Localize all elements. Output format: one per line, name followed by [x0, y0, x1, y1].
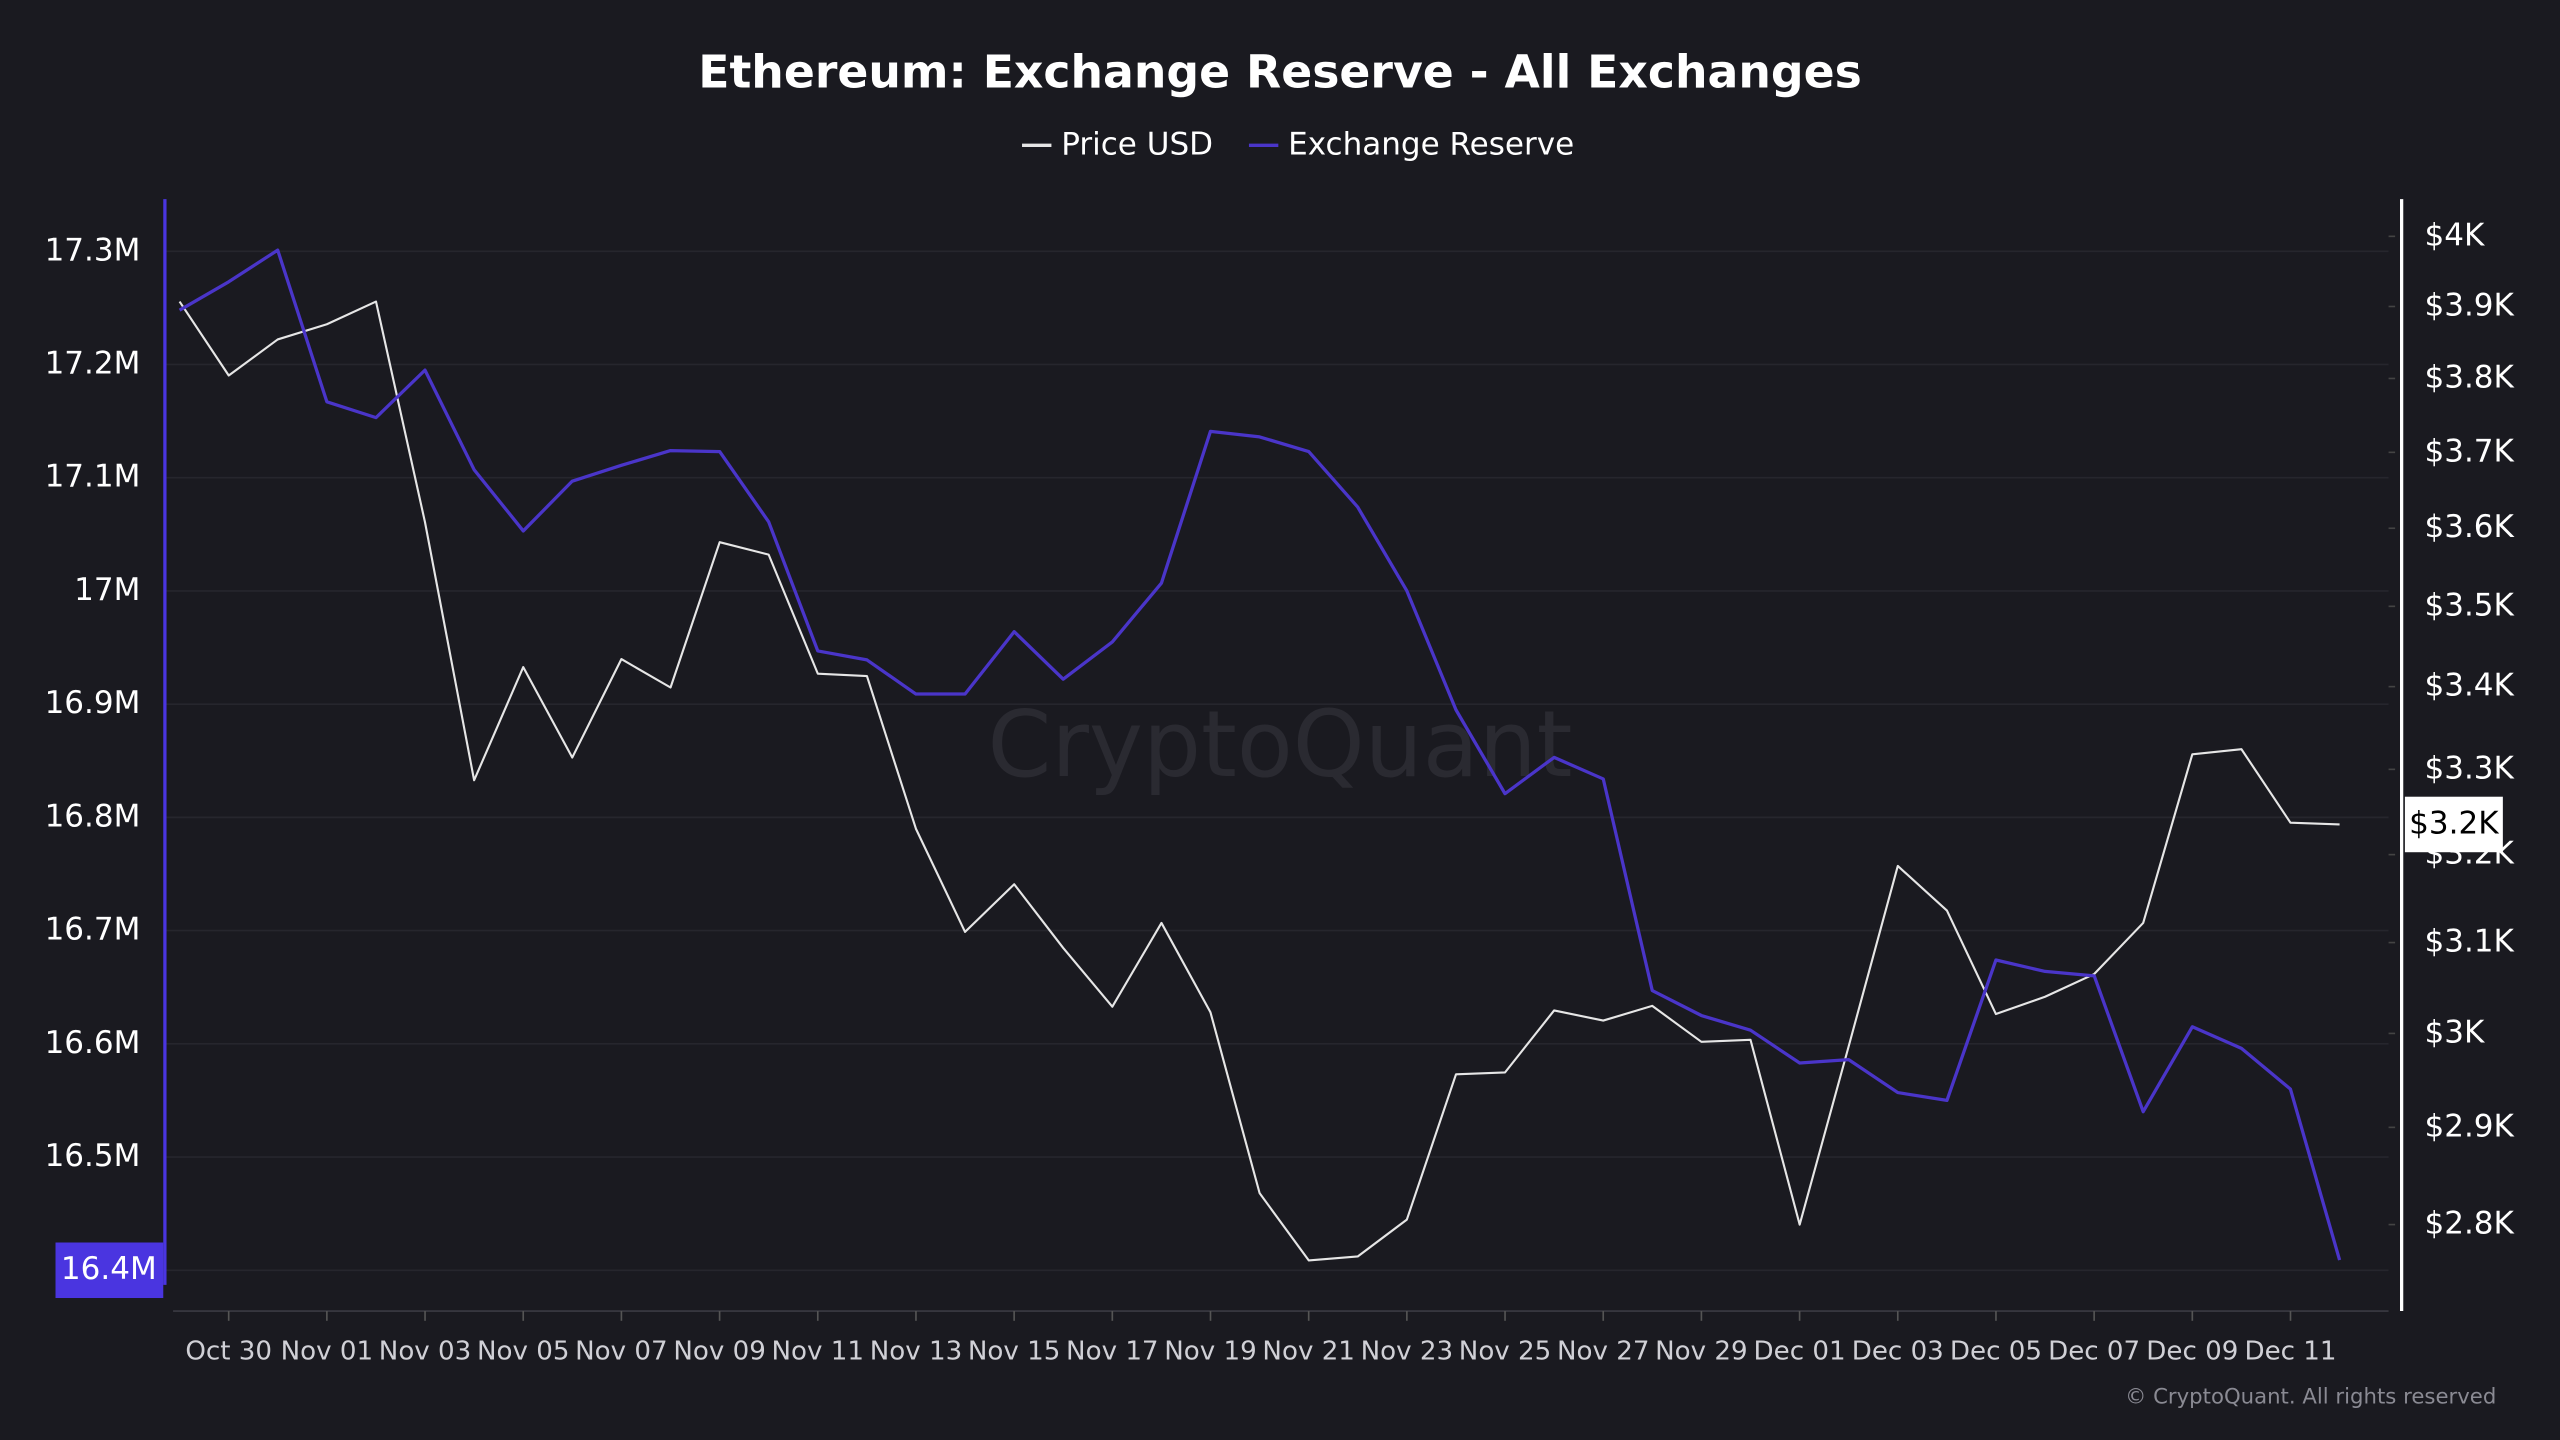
legend-label: Price USD	[1061, 126, 1213, 162]
x-tick-label: Dec 05	[1950, 1336, 2042, 1366]
y2-tick-label: $2.9K	[2424, 1108, 2514, 1144]
y2-tick-label: $3.4K	[2424, 668, 2514, 704]
y-tick-label: 17.3M	[45, 232, 141, 268]
y2-tick-label: $3.6K	[2424, 509, 2514, 545]
price-marker-box	[2404, 796, 2503, 853]
x-tick-label: Dec 11	[2244, 1336, 2336, 1366]
y2-tick-label: $4K	[2424, 217, 2484, 253]
x-tick-label: Nov 17	[1066, 1336, 1158, 1366]
watermark: CryptoQuant	[988, 691, 1573, 798]
y-tick-label: 16.7M	[45, 912, 141, 948]
y-tick-label: 16.8M	[45, 798, 141, 834]
series-line	[178, 300, 2340, 1262]
x-tick-label: Nov 21	[1262, 1336, 1354, 1366]
x-tick-label: Nov 25	[1459, 1336, 1551, 1366]
x-tick-label: Nov 15	[968, 1336, 1060, 1366]
x-tick-label: Nov 09	[673, 1336, 765, 1366]
x-tick-label: Nov 05	[477, 1336, 569, 1366]
x-tick-label: Nov 29	[1655, 1336, 1747, 1366]
x-tick-label: Nov 03	[379, 1336, 471, 1366]
y-tick-label: 16.5M	[45, 1138, 141, 1174]
footer: © CryptoQuant. All rights reserved	[2125, 1385, 2496, 1410]
y-tick-label: 16.6M	[45, 1025, 141, 1061]
x-tick-label: Nov 27	[1557, 1336, 1649, 1366]
x-tick-label: Dec 07	[2048, 1336, 2140, 1366]
x-tick-label: Nov 19	[1164, 1336, 1256, 1366]
y2-tick-label: $3.1K	[2424, 924, 2514, 960]
y-tick-label: 17.1M	[45, 459, 141, 495]
y-tick-label: 16.9M	[45, 685, 141, 721]
y2-tick-label: $3K	[2424, 1014, 2484, 1050]
y-tick-label: 16.4M	[61, 1251, 157, 1287]
legend-label: Exchange Reserve	[1288, 126, 1574, 162]
y2-tick-label: $3.7K	[2424, 433, 2514, 469]
x-tick-label: Dec 09	[2146, 1336, 2238, 1366]
y2-tick-label: $3.5K	[2424, 587, 2514, 623]
y2-tick-label: $2.8K	[2424, 1206, 2514, 1242]
x-tick-label: Nov 01	[281, 1336, 373, 1366]
series-line	[178, 248, 2342, 1261]
y2-tick-label: $3.8K	[2424, 359, 2514, 395]
y-tick-label: 17.2M	[45, 345, 141, 381]
x-tick-label: Nov 07	[575, 1336, 667, 1366]
x-tick-label: Oct 30	[185, 1336, 272, 1366]
price-marker-label: $3.2K	[2409, 805, 2499, 841]
y-tick-label: 17M	[74, 572, 140, 608]
x-tick-label: Dec 01	[1754, 1336, 1846, 1366]
x-tick-label: Nov 23	[1361, 1336, 1453, 1366]
y2-tick-label: $3.3K	[2424, 750, 2514, 786]
current-value-box	[55, 1242, 164, 1299]
chart-title: Ethereum: Exchange Reserve - All Exchang…	[698, 46, 1862, 99]
x-tick-label: Nov 11	[772, 1336, 864, 1366]
y2-tick-label: $3.9K	[2424, 287, 2514, 323]
x-tick-label: Nov 13	[870, 1336, 962, 1366]
x-tick-label: Dec 03	[1852, 1336, 1944, 1366]
